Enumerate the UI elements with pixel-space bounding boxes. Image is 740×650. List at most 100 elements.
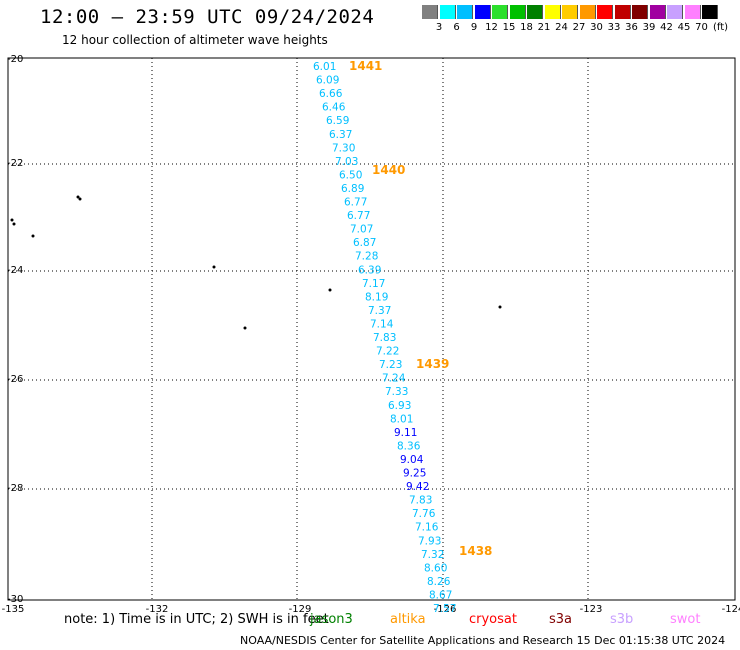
swh-value-label: 7.37 [368,305,391,317]
pass-time-label: 1440 [372,163,405,177]
legend-tick: 12 [485,22,498,33]
satellite-s3b: s3b [610,612,634,627]
color-legend: (ft) 3 6 9 12 15 18 21 24 27 30 33 36 39 42 45 70 [422,5,740,35]
swh-value-label: 7.24 [382,373,406,385]
pass-time-label: 1438 [459,544,492,558]
x-tick-label: -123 [580,604,603,615]
island-marker [498,305,502,309]
satellite-cryosat: cryosat [469,612,517,627]
swh-value-label: 7.16 [415,522,439,534]
y-tick-label: -20 [7,54,23,65]
legend-tick: 18 [520,22,533,33]
satellite-s3a: s3a [549,612,573,627]
swh-value-label: 6.87 [353,237,376,249]
swh-value-label: 8.60 [424,562,447,574]
swh-value-label: 7.07 [350,224,373,236]
swh-value-label: 7.83 [373,332,396,344]
satellite-swot: swot [670,612,701,627]
legend-swatch [474,5,491,19]
swh-value-label: 7.22 [376,346,399,358]
legend-tick: 33 [607,22,621,33]
legend-tick: 21 [537,22,551,33]
swh-value-label: 6.39 [358,264,381,276]
map-title: 12:00 – 23:59 UTC 09/24/2024 [40,6,375,28]
footer-credit: NOAA/NESDIS Center for Satellite Applica… [240,634,726,647]
island-marker [243,326,247,330]
swh-value-label: 7.17 [362,278,385,290]
legend-swatch [649,5,666,19]
legend-swatch [579,5,596,19]
x-tick-label: -132 [146,604,169,615]
island-marker [328,288,332,292]
swh-value-label: 9.25 [403,468,426,480]
swh-value-label: 6.59 [326,115,349,127]
swh-value-label: 7.83 [409,495,432,507]
swh-value-label: 6.77 [344,197,367,209]
legend-swatch [509,5,526,19]
x-tick-label: -124 [722,604,740,615]
swh-value-label: 8.36 [397,440,421,452]
legend-swatch [422,5,438,19]
x-tick-label: -129 [289,604,312,615]
y-tick-label: -28 [7,483,23,494]
legend-tick: 24 [555,22,568,33]
y-tick-label: -24 [7,265,23,276]
legend-swatch [457,5,473,19]
swh-value-label: 7.57 [433,603,456,615]
island-marker [212,265,216,269]
swh-value-label: 6.93 [388,400,411,412]
legend-tick: 3 [435,22,443,33]
island-marker [31,234,35,238]
map-subtitle: 12 hour collection of altimeter wave hei… [62,33,328,47]
legend-swatch [562,5,578,19]
swh-value-label: 9.11 [394,427,417,439]
swh-value-label: 8.67 [429,589,452,601]
swh-value-label: 7.32 [421,549,444,561]
swh-value-label: 6.66 [319,88,343,100]
legend-tick: 30 [590,22,603,33]
swh-value-label: 6.46 [322,102,346,114]
legend-tick: 6 [453,22,460,33]
legend-tick: 45 [677,22,691,33]
legend-swatch [439,5,456,19]
swh-value-label: 6.37 [329,129,352,141]
island-marker [12,222,16,226]
swh-value-label: 7.14 [370,318,394,330]
legend-swatch [544,5,561,19]
swh-value-label: 8.01 [390,413,413,425]
swh-value-label: 7.30 [332,142,355,154]
note-text: note: 1) Time is in UTC; 2) SWH is in fe… [64,612,329,627]
legend-swatch [632,5,648,19]
legend-tick: 70 [695,22,708,33]
island-marker [78,197,82,201]
y-tick-label: -30 [7,594,23,605]
pass-time-label: 1441 [349,59,382,73]
legend-tick: 39 [642,22,656,33]
legend-tick: 27 [572,22,586,33]
swh-value-label: 6.89 [341,183,364,195]
swh-value-label: 7.93 [418,535,441,547]
y-tick-label: -22 [7,158,23,169]
swh-value-label: 9.42 [406,481,429,493]
swh-value-label: 8.26 [427,576,451,588]
legend-swatch [492,5,508,19]
island-marker [76,195,80,199]
plot-frame [7,57,736,601]
island-marker [10,218,14,222]
x-tick-label: -135 [2,604,25,615]
legend-swatch [597,5,613,19]
legend-unit: (ft) [713,22,729,33]
legend-tick: 15 [502,22,516,33]
legend-swatch [684,5,701,19]
satellite-altika: altika [390,612,426,627]
swh-value-label: 7.23 [379,359,402,371]
swh-value-label: 6.50 [339,169,362,181]
x-tick-label: -126 [434,604,457,615]
swh-value-label: 7.03 [335,156,358,168]
legend-tick: 36 [625,22,638,33]
legend-tick: 42 [660,22,673,33]
swh-value-label: 7.33 [385,386,408,398]
satellite-jason3: jason3 [310,612,353,627]
legend-swatch [667,5,683,19]
